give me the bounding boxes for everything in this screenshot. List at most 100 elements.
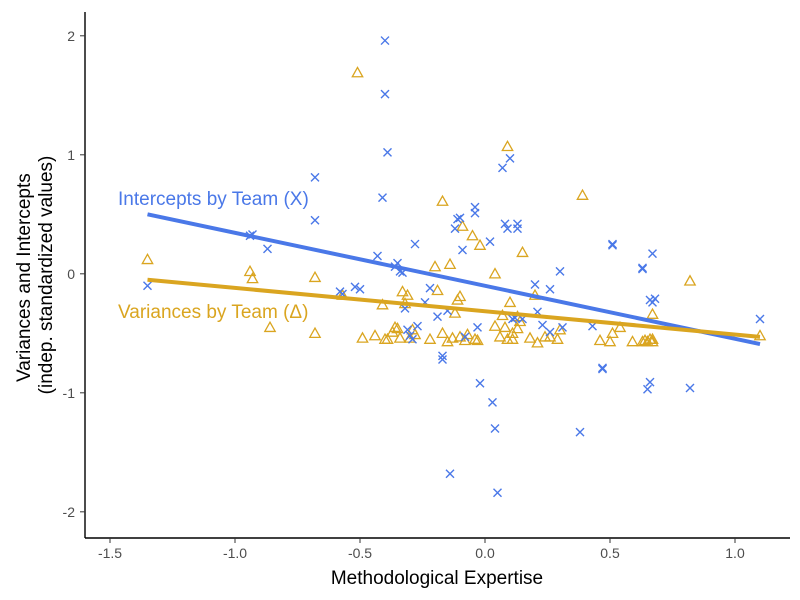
intercept-point	[485, 237, 495, 247]
variance-point	[393, 331, 407, 343]
variance-point	[638, 333, 652, 346]
variance-point	[498, 320, 512, 333]
variance-point	[606, 326, 619, 339]
y-tick-label: -1	[63, 385, 76, 401]
intercept-point	[643, 384, 652, 394]
intercept-point	[460, 332, 470, 342]
variance-point	[453, 289, 467, 302]
intercept-point	[685, 383, 695, 393]
variance-point	[473, 238, 487, 250]
variance-point	[396, 285, 409, 297]
intercept-point	[505, 153, 515, 163]
y-axis-title: Variances and Intercepts (indep. standar…	[14, 156, 57, 395]
intercept-point	[545, 284, 555, 294]
variance-point	[351, 66, 364, 78]
intercept-point	[638, 264, 647, 274]
intercept-point	[350, 282, 360, 292]
variance-point	[553, 323, 567, 335]
intercept-point	[438, 351, 447, 361]
intercept-point	[455, 213, 465, 223]
variance-point	[501, 139, 514, 152]
variance-point	[448, 306, 462, 318]
variance-point	[576, 188, 589, 200]
intercept-point	[355, 284, 365, 294]
variance-point	[263, 320, 277, 333]
y-tick-label: -2	[63, 504, 76, 520]
variance-point	[516, 245, 529, 258]
y-axis-title-line-2: (indep. standardized values)	[36, 156, 57, 395]
intercept-point	[458, 245, 467, 255]
intercept-point	[498, 163, 507, 173]
variance-point	[436, 326, 449, 339]
intercept-point	[475, 378, 485, 388]
variance-point	[391, 322, 404, 334]
variance-point	[308, 270, 322, 283]
variance-point	[436, 194, 449, 206]
variance-point	[308, 326, 322, 339]
data-points	[141, 36, 767, 498]
intercept-point	[438, 354, 447, 364]
variance-point	[388, 320, 402, 333]
intercept-point	[575, 427, 585, 437]
intercept-point	[473, 322, 482, 332]
variance-point	[503, 295, 517, 308]
intercept-point	[143, 281, 152, 291]
variance-point	[593, 333, 607, 346]
intercept-point	[530, 280, 540, 290]
intercepts-fit-line	[147, 212, 761, 346]
variance-point	[446, 331, 459, 343]
intercept-point	[310, 172, 320, 182]
variance-point	[646, 335, 659, 347]
variance-point	[523, 331, 537, 343]
x-axis-title: Methodological Expertise	[331, 568, 543, 589]
variance-point	[626, 335, 639, 347]
intercept-point	[403, 325, 412, 335]
intercept-point	[648, 249, 657, 259]
y-axis-title-line-1: Variances and Intercepts	[14, 173, 35, 382]
variance-point	[646, 307, 659, 319]
series-label-intercepts: Intercepts by Team (X)	[118, 189, 309, 210]
variance-point	[511, 322, 524, 334]
fit-lines	[147, 212, 761, 346]
x-tick-label: -1.0	[223, 545, 247, 561]
axes	[84, 12, 790, 539]
intercept-point	[503, 224, 512, 234]
intercept-point	[508, 314, 517, 324]
intercept-point	[645, 377, 655, 387]
intercept-point	[545, 327, 555, 337]
x-tick-label: 0.5	[600, 545, 620, 561]
intercept-point	[383, 147, 392, 157]
y-tick-label: 0	[67, 266, 75, 282]
variance-point	[488, 319, 502, 331]
y-tick-label: 1	[67, 147, 75, 163]
variance-point	[443, 257, 457, 269]
variance-point	[246, 272, 259, 284]
variance-point	[141, 253, 154, 265]
intercept-point	[450, 224, 460, 234]
svg-text:Variances and Intercepts: Variances and Intercepts (indep. standar…	[14, 156, 57, 395]
variance-point	[471, 333, 484, 346]
variances-fit-line	[147, 277, 761, 339]
intercept-point	[413, 321, 422, 331]
intercept-point	[555, 266, 565, 276]
variance-point	[543, 330, 557, 342]
variance-point	[431, 283, 444, 296]
variance-point	[441, 335, 454, 347]
intercept-point	[453, 214, 462, 224]
variance-point	[376, 298, 389, 310]
intercept-point	[380, 36, 390, 46]
variance-point	[466, 229, 479, 241]
x-tick-label: 1.0	[725, 545, 745, 561]
variance-point	[603, 335, 617, 347]
variance-point	[468, 332, 482, 344]
variance-point	[381, 332, 394, 344]
intercept-point	[263, 244, 272, 254]
variance-point	[453, 330, 467, 342]
intercept-point	[488, 397, 497, 407]
intercept-point	[558, 322, 567, 332]
intercept-point	[638, 263, 647, 273]
variance-point	[493, 330, 507, 342]
ticks: -1.5 -1.0 -0.5 0.0 0.5 1.0 -2 -1 0 1 2	[63, 28, 745, 561]
intercept-point	[445, 469, 455, 479]
